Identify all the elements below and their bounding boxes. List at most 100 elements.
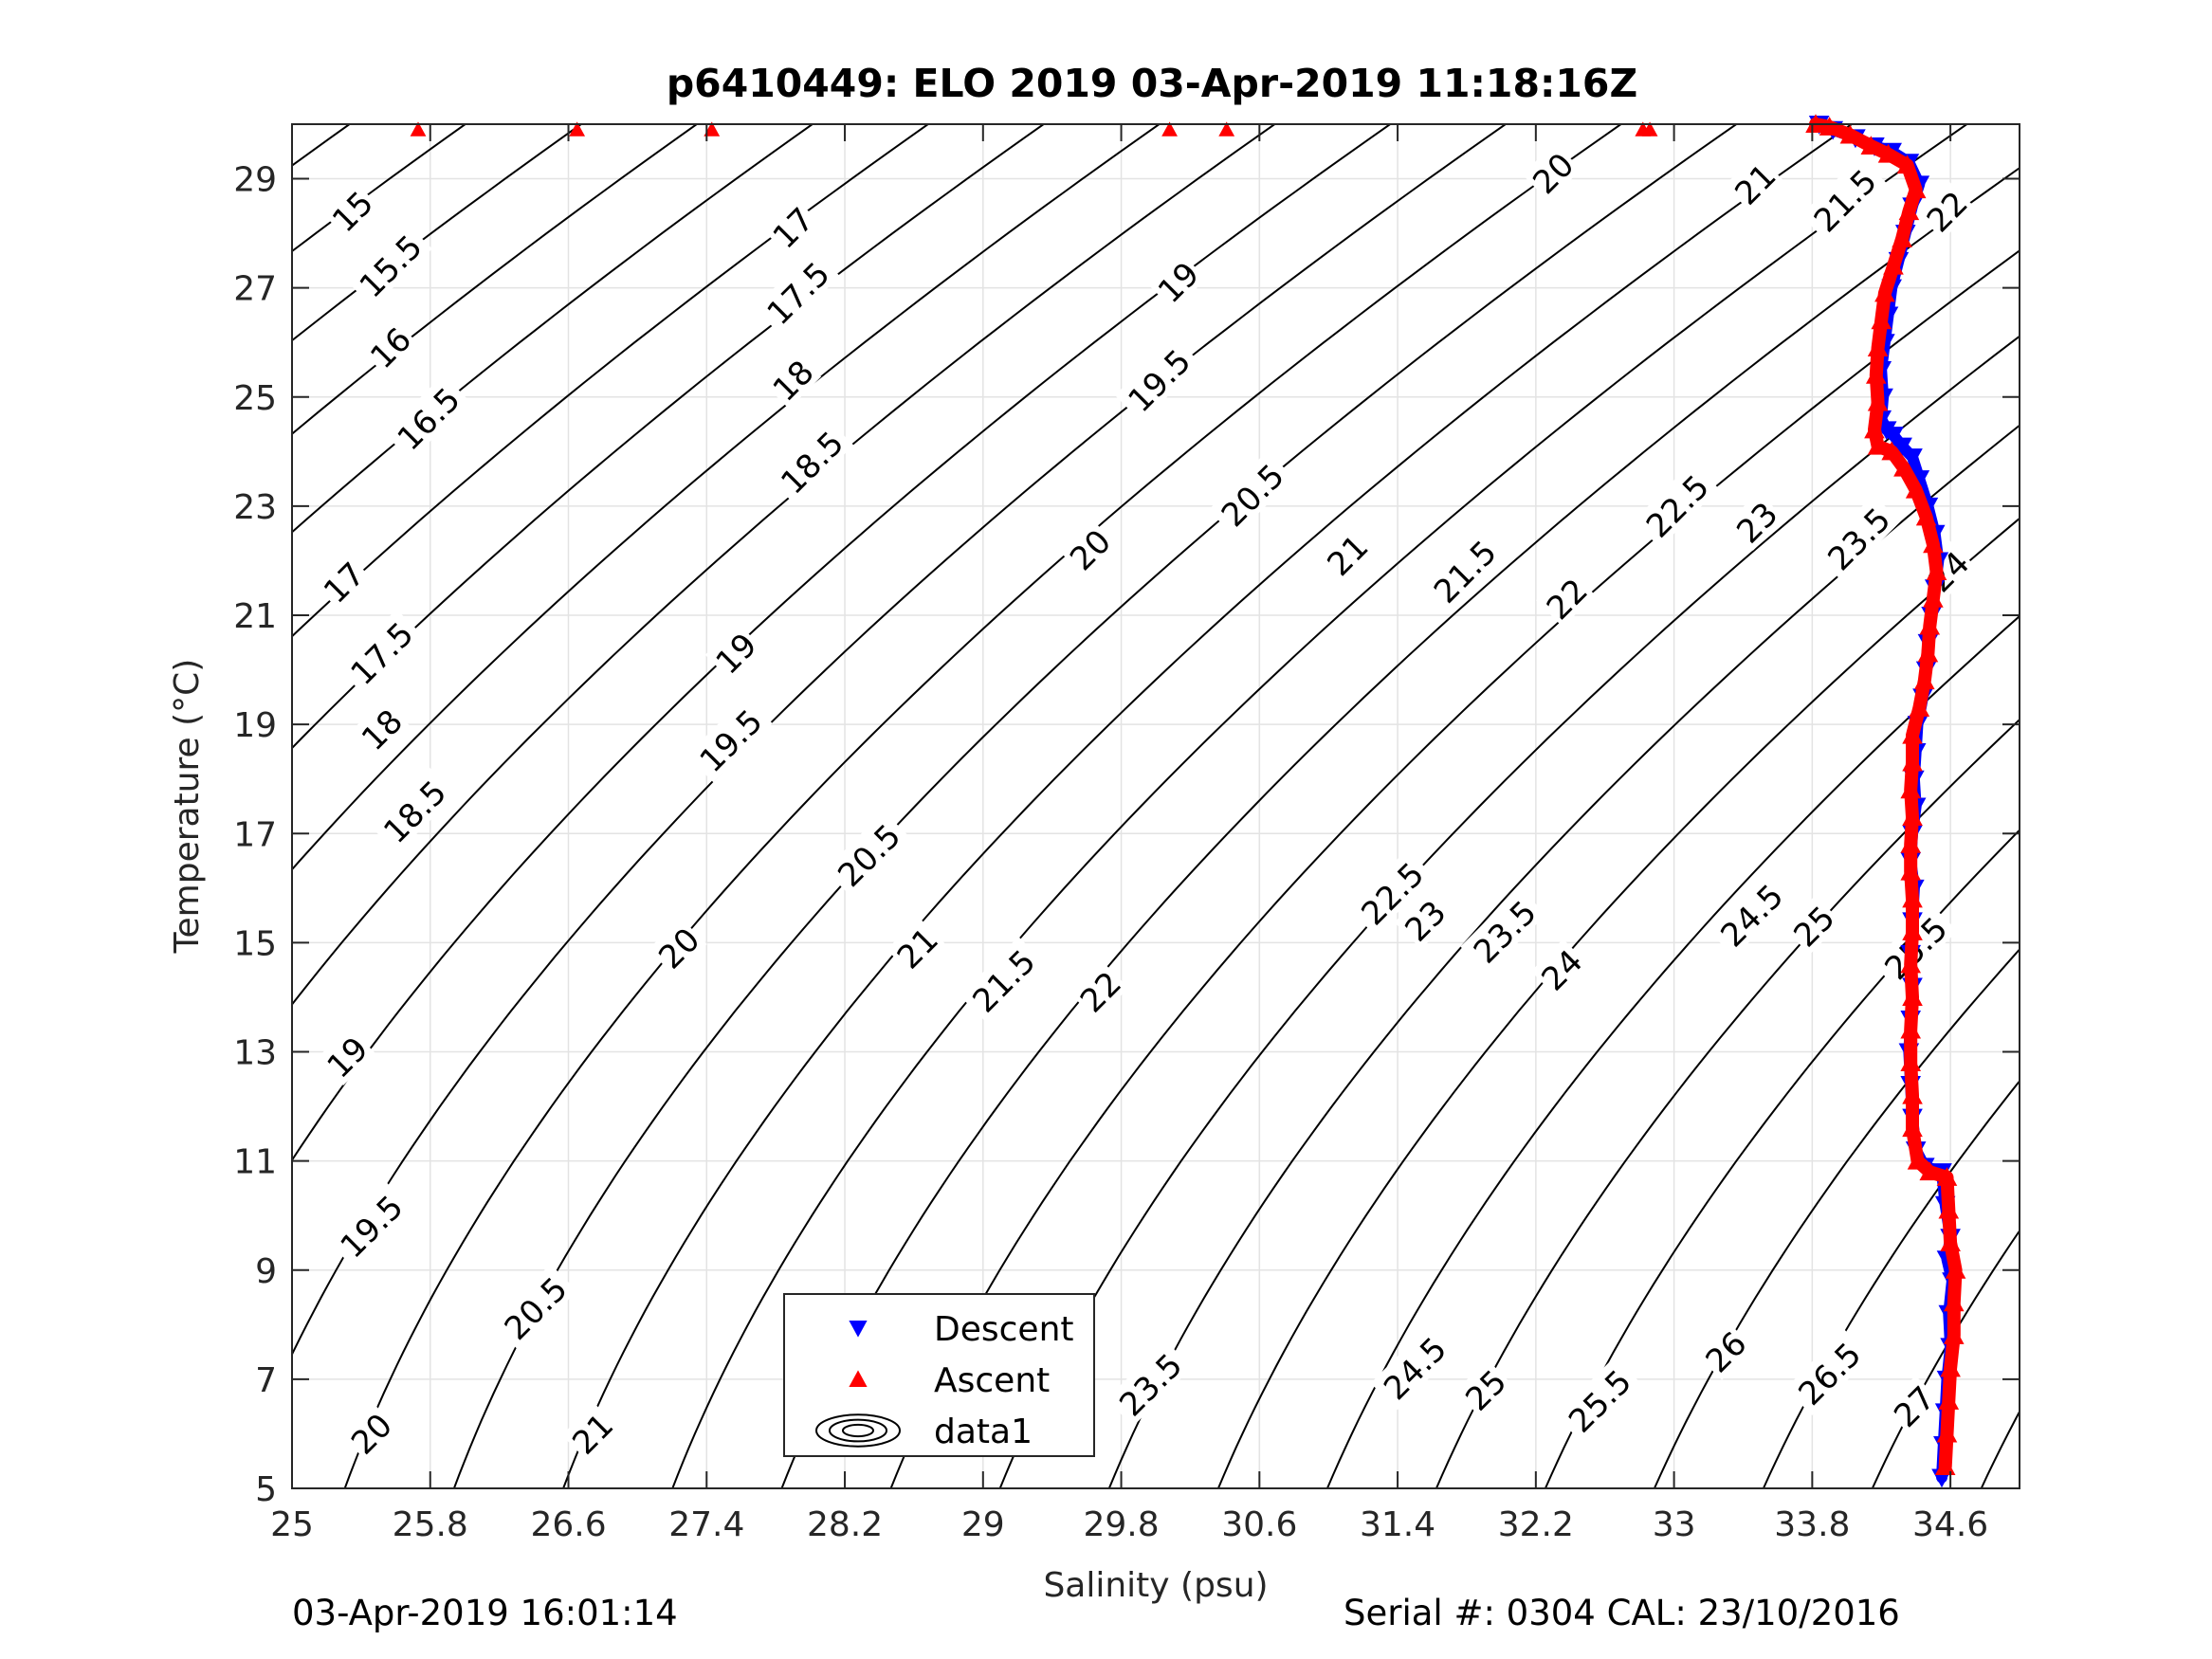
ascent-point [1867,392,1889,411]
ascent-point [1934,1456,1956,1475]
ascent-point [1902,1118,1923,1138]
contour-label-background [1530,939,1590,998]
ascent-point [1902,1085,1923,1104]
contour-label-background [1784,1329,1872,1415]
ascent-point [1900,1052,1922,1072]
contour-label-background [1522,142,1581,202]
contour-label-background [960,937,1046,1023]
y-tick-label: 23 [233,488,277,527]
ascent-point [1919,615,1941,635]
legend-label: Ascent [934,1361,1050,1400]
contour-label-background [340,1402,400,1463]
legend-contour-swatch [815,1413,901,1448]
contour-label-background [1782,895,1842,955]
ascent-point [1938,1391,1960,1410]
ascent-point [704,121,721,137]
ascent-point [1902,724,1923,744]
plot-area [292,124,2020,1488]
contour-label-background [327,1182,413,1268]
contour-label-background [1883,1376,1943,1435]
x-tick-label: 31.4 [1360,1505,1435,1544]
chart-title: p6410449: ELO 2019 03-Apr-2019 11:18:16Z [667,61,1637,106]
x-tick-label: 29 [961,1505,1005,1544]
ascent-point [1902,921,1923,940]
density-contour-line [562,124,1854,1488]
ascent-point [1938,1199,1960,1219]
ascent-point [1902,807,1923,827]
ascent-point [1896,155,1918,174]
y-tick-label: 7 [255,1361,277,1400]
contour-label-background [1069,960,1129,1020]
contour-label-background [1536,568,1596,628]
contour-label-background [316,1026,375,1085]
density-contour-line [292,124,930,638]
ascent-point [1936,1423,1958,1443]
ascent-point [1874,283,1895,302]
contour-label-background [1915,180,1976,240]
ascent-point [569,121,586,137]
y-tick-label: 9 [255,1252,277,1291]
descent-point [1892,437,1912,457]
contour-label-background [1316,524,1376,584]
x-tick-label: 30.6 [1221,1505,1297,1544]
density-contour-line [292,124,814,534]
contour-label-background [767,418,854,504]
contour-label-background [370,767,457,854]
x-tick-label: 33.8 [1774,1505,1850,1544]
ascent-point [1909,698,1930,717]
ascent-point [1943,1292,1965,1312]
density-contour-line [292,124,1161,871]
y-tick-label: 25 [233,379,277,418]
series-ascent [410,121,1658,137]
x-tick-label: 27.4 [668,1505,744,1544]
contour-label-background [338,609,424,696]
x-tick-label: 32.2 [1498,1505,1574,1544]
contour-label-background [1633,462,1720,548]
ascent-point [1892,228,1912,247]
legend-box [783,1293,1095,1457]
ascent-point [1900,779,1922,799]
contour-label-background [313,551,373,611]
ascent-point [1943,1325,1965,1344]
contour-label-background [824,811,911,898]
y-tick-label: 19 [233,706,277,745]
ascent-point [1860,136,1882,155]
x-tick-label: 28.2 [807,1505,883,1544]
y-tick-label: 15 [233,924,277,963]
y-tick-label: 11 [233,1143,277,1182]
contour-label-background [1059,519,1119,578]
ascent-point [1900,833,1922,853]
contour-label-background [1726,491,1785,551]
ascent-point [1839,124,1861,144]
ascent-point [1893,457,1914,477]
footer-serial-cal: Serial #: 0304 CAL: 23/10/2016 [1344,1593,1900,1633]
ascent-point [1902,888,1923,908]
y-tick-label: 27 [233,270,277,309]
contour-label-background [1114,336,1201,423]
contour-label-background [1814,494,1901,581]
contour-label-background [704,622,764,682]
contour-label-background [1394,889,1453,950]
ascent-point [1926,561,1947,580]
density-contour-line [1435,718,2020,1488]
x-axis-label: Salinity (psu) [1043,1566,1268,1605]
footer-timestamp: 03-Apr-2019 16:01:14 [292,1593,678,1633]
ascent-point [1871,310,1892,330]
contour-label-background [686,696,773,783]
density-contour-line [1216,517,2020,1488]
contour-label-background [561,1402,621,1463]
contour-label-background [754,248,840,336]
contour-label-background [384,374,470,461]
ascent-point [1905,179,1927,199]
ascent-point [1907,1150,1929,1170]
axis-ticks: 25 25.8 26.6 27.4 28.2 29 29.8 30.6 31.4 32.2 33 33… [233,124,2020,1544]
ascent-point [1917,643,1939,663]
ascent-point [1902,987,1923,1006]
series-ascent [1805,114,1966,1475]
ascent-point [1945,1259,1966,1279]
ascent-point [1936,1167,1958,1186]
ascent-point [1865,364,1887,384]
ascent-point [1218,121,1235,137]
x-tick-label: 25 [270,1505,314,1544]
